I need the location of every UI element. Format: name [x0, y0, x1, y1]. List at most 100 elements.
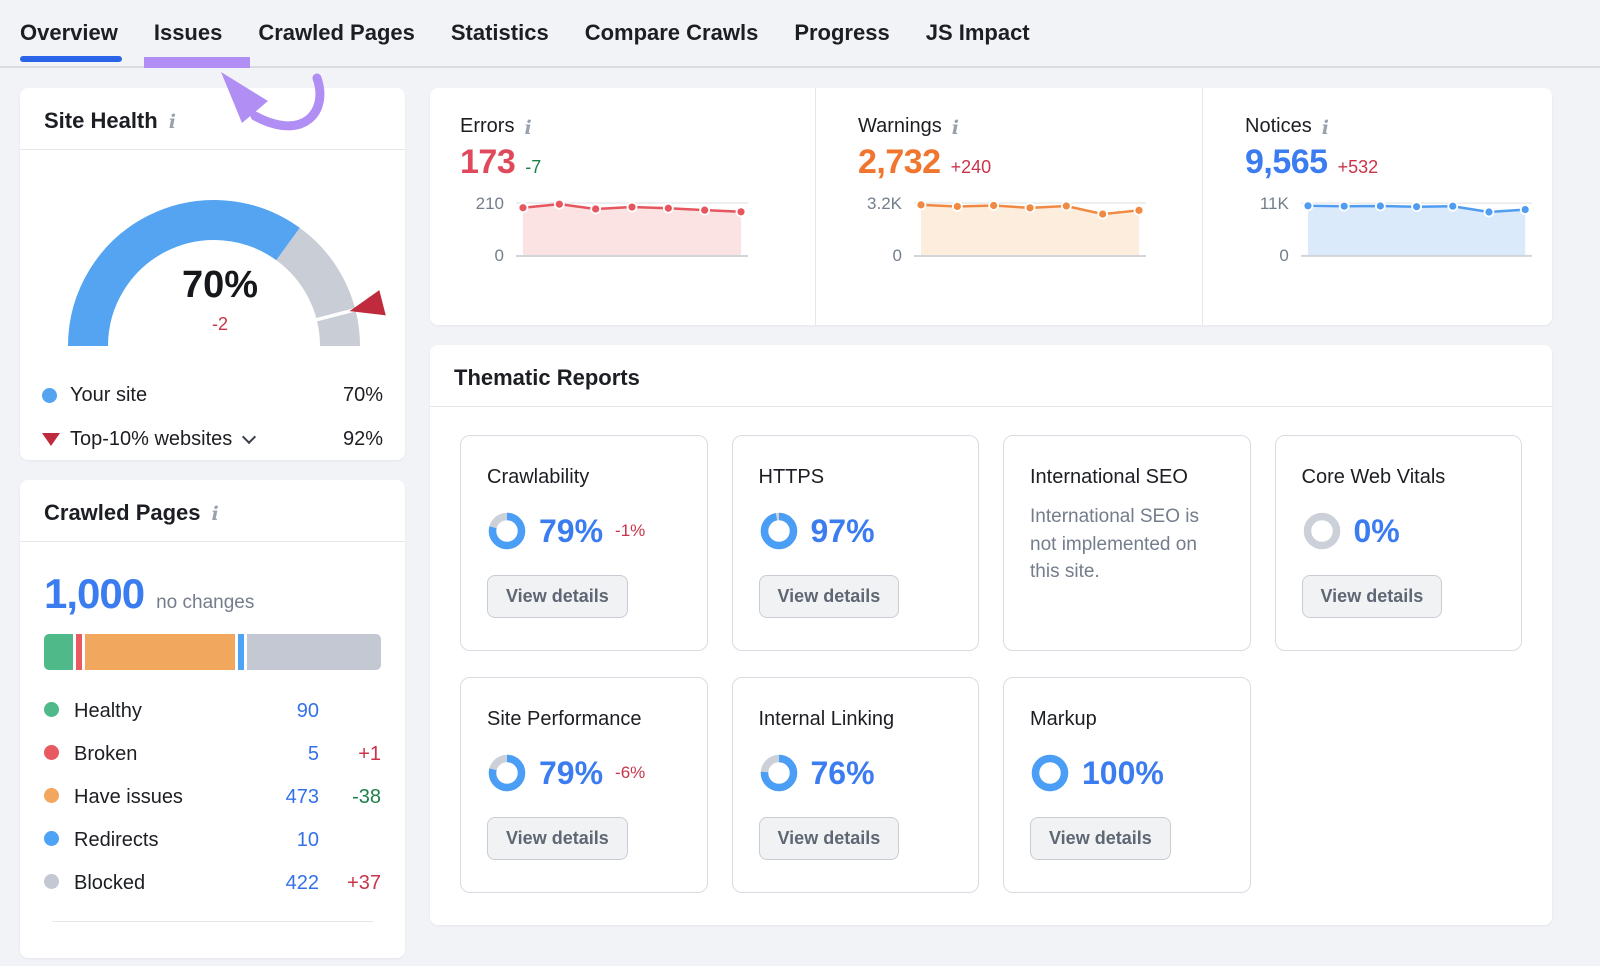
y-axis-max: 3.2K	[867, 194, 902, 213]
thematic-card-site-performance: Site Performance 79% -6% View details	[460, 677, 708, 893]
legend-label: Blocked	[74, 872, 146, 894]
view-details-button[interactable]: View details	[487, 817, 628, 860]
bar-segment-redirects[interactable]	[237, 634, 244, 670]
legend-dot-icon	[44, 831, 59, 846]
bar-segment-broken[interactable]	[75, 634, 82, 670]
view-details-button[interactable]: View details	[487, 575, 628, 618]
thematic-card-international-seo: International SEO International SEO is n…	[1003, 435, 1251, 651]
view-details-button[interactable]: View details	[758, 817, 900, 860]
crawled-pages-change-note: no changes	[156, 592, 255, 613]
stat-cell-errors: Errors i 173 -7 210 0	[430, 88, 815, 325]
thematic-reports-panel: Thematic Reports Crawlability 79% -1% Vi…	[430, 345, 1552, 925]
tab-issues[interactable]: Issues	[143, 0, 251, 68]
bar-segment-have-issues[interactable]	[84, 634, 235, 670]
divider	[52, 921, 373, 922]
site-health-title: Site Health	[44, 108, 158, 133]
thematic-card-percent: 0%	[1353, 512, 1400, 549]
site-health-panel: Site Health i 70% -2 Your site 70% Top-1…	[20, 88, 405, 460]
tab-progress[interactable]: Progress	[794, 0, 889, 66]
view-details-button[interactable]: View details	[758, 575, 900, 618]
active-tab-underline	[20, 56, 122, 62]
legend-value-link[interactable]: 90	[296, 700, 319, 722]
legend-value: 70%	[342, 383, 383, 406]
divider	[20, 541, 405, 542]
legend-dot-icon	[44, 874, 59, 889]
site-health-legend: Your site 70% Top-10% websites 92%	[42, 373, 383, 461]
progress-ring-icon	[1303, 512, 1340, 550]
thematic-card-percent: 76%	[810, 754, 875, 791]
thematic-card-percent: 97%	[810, 512, 875, 549]
stat-delta: -7	[525, 157, 542, 177]
thematic-card-internal-linking: Internal Linking 76% View details	[731, 677, 979, 893]
blue-dot-icon	[42, 387, 57, 403]
stat-label: Notices	[1245, 115, 1312, 137]
divider	[430, 406, 1552, 407]
stat-cell-notices: Notices i 9,565 +532 11K 0	[1202, 88, 1552, 325]
trend-sparkline-chart	[914, 199, 1146, 257]
info-icon[interactable]: i	[1321, 116, 1329, 139]
info-icon[interactable]: i	[211, 503, 219, 525]
y-axis-min: 0	[892, 246, 902, 265]
info-icon[interactable]: i	[951, 116, 959, 139]
thematic-card-crawlability: Crawlability 79% -1% View details	[460, 435, 708, 651]
legend-dot-icon	[44, 702, 59, 717]
legend-delta: +37	[347, 872, 381, 894]
legend-row-healthy: Healthy 90	[44, 690, 381, 733]
chevron-down-icon[interactable]	[242, 429, 257, 445]
legend-row-blocked: Blocked 422 +37	[44, 862, 381, 905]
divider	[20, 149, 405, 150]
nav-tab-label: Statistics	[450, 20, 549, 45]
thematic-reports-title: Thematic Reports	[454, 365, 640, 390]
thematic-card-delta: -1%	[615, 521, 646, 540]
legend-value-link[interactable]: 5	[307, 743, 319, 765]
legend-dot-icon	[44, 745, 59, 760]
y-axis-max: 11K	[1259, 194, 1289, 213]
tab-compare-crawls[interactable]: Compare Crawls	[585, 0, 759, 66]
legend-label: Broken	[74, 743, 138, 765]
legend-row-redirects: Redirects 10	[44, 819, 381, 862]
progress-ring-icon	[760, 512, 797, 550]
nav-tab-label: Compare Crawls	[584, 20, 759, 45]
thematic-card-percent: 79%	[539, 512, 604, 549]
legend-value-link[interactable]: 473	[285, 786, 319, 808]
tab-statistics[interactable]: Statistics	[451, 0, 549, 66]
y-axis-max: 210	[475, 194, 504, 213]
thematic-card-percent: 79%	[539, 754, 604, 791]
view-details-button[interactable]: View details	[1301, 575, 1443, 618]
legend-value-link[interactable]: 10	[296, 829, 319, 851]
thematic-card-title: Internal Linking	[758, 708, 895, 730]
info-icon[interactable]: i	[524, 116, 532, 139]
info-icon[interactable]: i	[168, 111, 176, 133]
y-axis-min: 0	[1279, 246, 1289, 265]
y-axis-labels: 3.2K 0	[858, 194, 902, 265]
y-axis-labels: 210 0	[460, 194, 504, 265]
tab-js-impact[interactable]: JS Impact	[926, 0, 1030, 66]
view-details-button[interactable]: View details	[1030, 817, 1171, 860]
bar-segment-blocked[interactable]	[246, 634, 381, 670]
nav-tab-label: JS Impact	[925, 20, 1030, 45]
purple-highlight-bar	[143, 57, 251, 68]
thematic-card-markup: Markup 100% View details	[1003, 677, 1251, 893]
stat-label: Warnings	[858, 115, 942, 137]
primary-tabs: Overview Issues Crawled Pages Statistics…	[0, 0, 1600, 68]
legend-label: Have issues	[74, 786, 183, 808]
stat-cell-warnings: Warnings i 2,732 +240 3.2K 0	[815, 88, 1202, 325]
thematic-card-percent: 100%	[1082, 754, 1164, 791]
crawled-pages-title: Crawled Pages	[44, 500, 201, 525]
thematic-card-title: HTTPS	[758, 466, 825, 488]
thematic-card-title: Site Performance	[487, 708, 642, 730]
thematic-card-delta: -6%	[615, 763, 646, 782]
nav-tab-label: Crawled Pages	[258, 20, 415, 45]
trend-sparkline-chart	[1300, 200, 1532, 257]
legend-row-have-issues: Have issues 473 -38	[44, 776, 381, 819]
thematic-card-https: HTTPS 97% View details	[731, 435, 979, 651]
legend-value-link[interactable]: 422	[285, 872, 319, 894]
bar-segment-healthy[interactable]	[44, 634, 73, 670]
site-health-score: 70%	[181, 264, 259, 306]
progress-ring-icon	[1031, 754, 1069, 792]
tab-crawled-pages[interactable]: Crawled Pages	[258, 0, 415, 66]
y-axis-min: 0	[494, 246, 504, 265]
stat-label: Errors	[460, 115, 515, 137]
tab-overview[interactable]: Overview	[20, 0, 122, 66]
legend-label: Healthy	[74, 700, 142, 722]
